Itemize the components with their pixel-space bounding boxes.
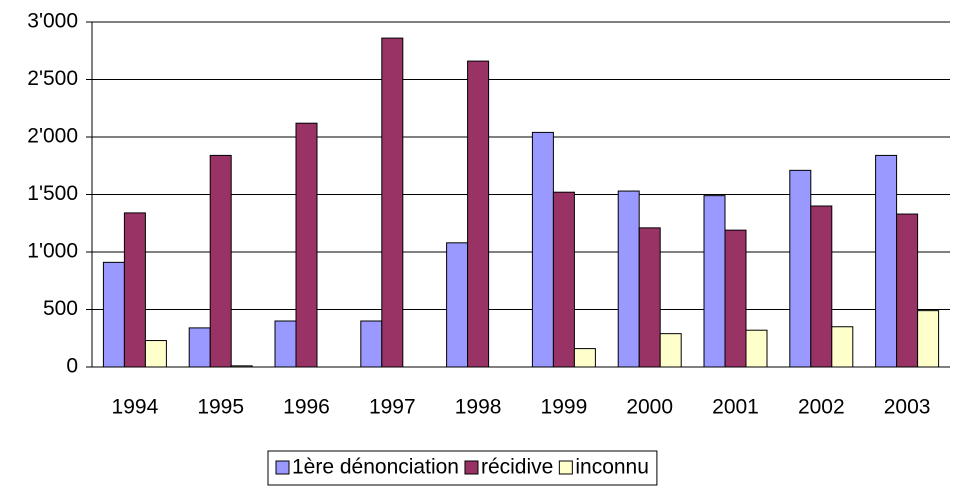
y-tick-label: 1'500 — [27, 182, 78, 205]
x-tick-label: 1994 — [112, 396, 159, 419]
x-tick-label: 1997 — [369, 396, 416, 419]
bar — [573, 348, 596, 368]
x-tick-label: 1996 — [283, 396, 330, 419]
bar — [810, 205, 833, 368]
y-tick-label: 2'000 — [27, 125, 78, 148]
bar — [102, 261, 125, 368]
x-tick-label: 2000 — [626, 396, 673, 419]
y-tick-label: 0 — [66, 355, 78, 378]
x-tick-label: 1995 — [197, 396, 244, 419]
bar — [745, 329, 768, 368]
bar — [467, 60, 490, 368]
y-tick-label: 3'000 — [27, 10, 78, 33]
bar — [274, 320, 297, 368]
bar — [896, 213, 919, 368]
bar — [917, 310, 940, 368]
x-tick-label: 1998 — [455, 396, 502, 419]
bar — [789, 169, 812, 368]
bar — [659, 333, 682, 368]
bar — [875, 154, 898, 368]
legend-label: récidive — [481, 456, 553, 479]
bar — [295, 122, 318, 368]
legend-box — [267, 450, 658, 486]
legend-swatch — [464, 460, 479, 475]
bar — [552, 191, 575, 368]
y-tick-label: 2'500 — [27, 67, 78, 90]
y-tick-label: 500 — [43, 297, 78, 320]
legend-swatch — [558, 460, 573, 475]
bar — [381, 37, 404, 368]
x-tick-label: 1999 — [541, 396, 588, 419]
bar — [209, 154, 232, 368]
bar — [446, 242, 469, 368]
legend-label: inconnu — [575, 456, 649, 479]
legend-swatch — [275, 460, 290, 475]
bar — [123, 212, 146, 368]
x-tick-label: 2003 — [884, 396, 931, 419]
y-tick-label: 1'000 — [27, 240, 78, 263]
bar — [638, 227, 661, 368]
bar — [724, 229, 747, 368]
bar — [703, 195, 726, 368]
bar — [617, 190, 640, 368]
x-tick-label: 2001 — [712, 396, 759, 419]
bar — [531, 131, 554, 368]
bar — [188, 327, 211, 368]
bar — [831, 326, 854, 368]
bar — [144, 340, 167, 368]
bar — [360, 320, 383, 368]
legend-label: 1ère dénonciation — [292, 456, 459, 479]
x-tick-label: 2002 — [798, 396, 845, 419]
